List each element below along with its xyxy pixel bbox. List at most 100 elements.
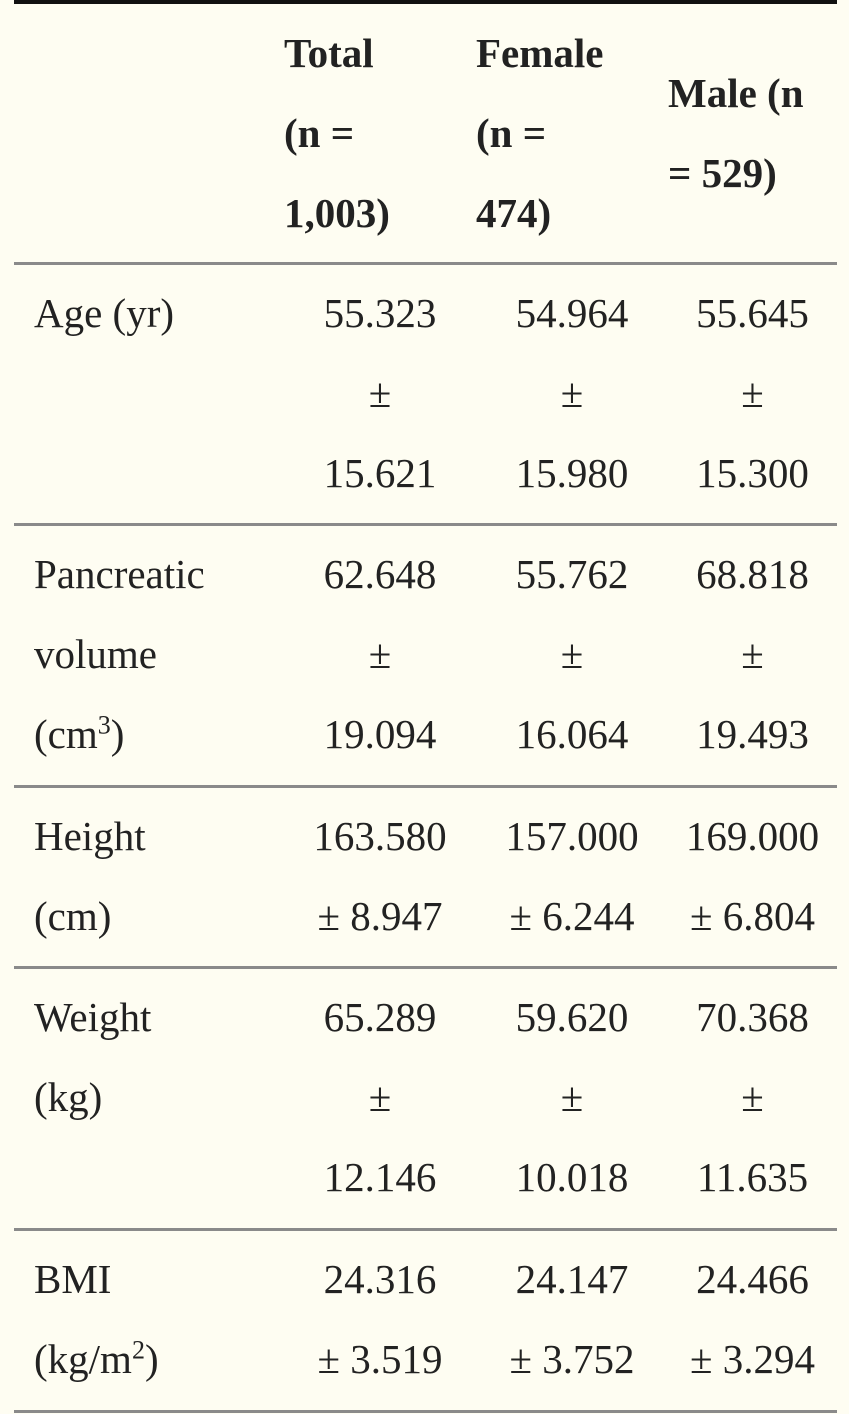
- header-female-line: 474): [476, 190, 552, 236]
- row-label-text: (cm: [34, 711, 98, 757]
- cell-line: 24.147: [515, 1256, 629, 1302]
- row-label-line: Height: [34, 813, 146, 859]
- cell-line: 169.000: [685, 813, 820, 859]
- cell-line: ± 3.294: [689, 1336, 815, 1382]
- row-label-line: Age (yr): [34, 290, 175, 336]
- cell-line: ±: [741, 370, 764, 416]
- cell-line: 19.094: [323, 711, 437, 757]
- cell-line: ±: [560, 1074, 584, 1120]
- table-row-weight: Weight (kg) 65.289 ± 12.146 59.620 ± 10.…: [14, 969, 837, 1228]
- header-total-line: Total: [284, 30, 374, 76]
- cell-line: 24.316: [323, 1256, 437, 1302]
- row-label: BMI (kg/m2): [14, 1231, 284, 1410]
- row-label-text: (kg/m: [34, 1336, 132, 1382]
- cell-line: 157.000: [505, 813, 639, 859]
- row-label-line: volume: [34, 631, 157, 677]
- table-rule: [14, 785, 837, 788]
- cell-line: 11.635: [696, 1154, 809, 1200]
- cell-male: 68.818 ± 19.493: [668, 526, 837, 785]
- cell-line: ± 6.804: [689, 893, 815, 939]
- header-total: Total (n = 1,003): [284, 4, 476, 262]
- cell-female: 59.620 ± 10.018: [476, 969, 668, 1228]
- table-top-rule: [14, 0, 837, 4]
- cell-line: ±: [560, 631, 584, 677]
- cell-line: 70.368: [696, 994, 809, 1040]
- cell-male: 55.645 ± 15.300: [668, 265, 837, 523]
- cell-line: ± 8.947: [317, 893, 443, 939]
- row-label-line: (kg): [34, 1074, 103, 1120]
- cell-line: ±: [368, 631, 392, 677]
- cell-line: ±: [368, 370, 392, 416]
- row-label-tail: ): [144, 1336, 159, 1382]
- header-empty-cell: [14, 4, 284, 262]
- cell-line: 62.648: [323, 551, 437, 597]
- cell-female: 24.147 ± 3.752: [476, 1231, 668, 1410]
- cell-line: 65.289: [323, 994, 437, 1040]
- cell-line: 59.620: [515, 994, 629, 1040]
- header-male-line: Male (n: [668, 70, 804, 116]
- cell-line: 54.964: [515, 290, 629, 336]
- row-label: Age (yr): [14, 265, 284, 523]
- cell-line: 163.580: [313, 813, 447, 859]
- cell-line: 19.493: [696, 711, 809, 757]
- table-rule: [14, 1410, 837, 1413]
- header-female-line: (n =: [476, 110, 547, 156]
- cell-total: 163.580 ± 8.947: [284, 788, 476, 966]
- header-female: Female (n = 474): [476, 4, 668, 262]
- row-label: Height (cm): [14, 788, 284, 966]
- row-label-line: (kg/m2): [34, 1319, 284, 1399]
- table-row-age: Age (yr) 55.323 ± 15.621 54.964 ± 15.980…: [14, 265, 837, 523]
- table-rule: [14, 523, 837, 526]
- row-label-superscript: 3: [97, 710, 111, 740]
- table-rule: [14, 966, 837, 969]
- data-table: Total (n = 1,003) Female (n = 474) Male …: [14, 0, 837, 1413]
- cell-line: 15.980: [515, 450, 629, 496]
- header-total-line: (n =: [284, 110, 355, 156]
- header-male: Male (n = 529): [668, 4, 837, 262]
- row-label-line: (cm): [34, 893, 112, 939]
- row-label-line: BMI: [34, 1256, 112, 1302]
- header-male-line: = 529): [668, 150, 777, 196]
- cell-total: 55.323 ± 15.621: [284, 265, 476, 523]
- table-row-pancreatic-volume: Pancreatic volume (cm3) 62.648 ± 19.094 …: [14, 526, 837, 785]
- cell-total: 65.289 ± 12.146: [284, 969, 476, 1228]
- table-rule: [14, 1228, 837, 1231]
- cell-line: 15.621: [323, 450, 437, 496]
- cell-line: ±: [741, 1074, 764, 1120]
- cell-line: 55.645: [696, 290, 809, 336]
- cell-female: 157.000 ± 6.244: [476, 788, 668, 966]
- cell-line: ± 3.752: [509, 1336, 635, 1382]
- cell-total: 24.316 ± 3.519: [284, 1231, 476, 1410]
- row-label-superscript: 2: [131, 1335, 145, 1365]
- cell-line: 24.466: [696, 1256, 809, 1302]
- table-row-height: Height (cm) 163.580 ± 8.947 157.000 ± 6.…: [14, 788, 837, 966]
- cell-line: 55.323: [323, 290, 437, 336]
- row-label-line: (cm3): [34, 694, 284, 774]
- cell-line: 10.018: [515, 1154, 629, 1200]
- row-label: Weight (kg): [14, 969, 284, 1228]
- cell-male: 70.368 ± 11.635: [668, 969, 837, 1228]
- table-header-row: Total (n = 1,003) Female (n = 474) Male …: [14, 4, 837, 262]
- cell-line: 12.146: [323, 1154, 437, 1200]
- cell-line: ±: [368, 1074, 392, 1120]
- table-row-bmi: BMI (kg/m2) 24.316 ± 3.519 24.147 ± 3.75…: [14, 1231, 837, 1410]
- header-total-line: 1,003): [284, 190, 390, 236]
- row-label-tail: ): [110, 711, 125, 757]
- row-label-line: Weight: [34, 994, 152, 1040]
- cell-line: 55.762: [515, 551, 629, 597]
- row-label: Pancreatic volume (cm3): [14, 526, 284, 785]
- header-female-line: Female: [476, 30, 604, 76]
- cell-line: 16.064: [515, 711, 629, 757]
- cell-total: 62.648 ± 19.094: [284, 526, 476, 785]
- cell-male: 24.466 ± 3.294: [668, 1231, 837, 1410]
- table-rule: [14, 262, 837, 265]
- cell-line: ± 3.519: [317, 1336, 443, 1382]
- cell-male: 169.000 ± 6.804: [668, 788, 837, 966]
- cell-line: ±: [560, 370, 584, 416]
- cell-line: ±: [741, 631, 764, 677]
- cell-line: 68.818: [696, 551, 809, 597]
- cell-female: 54.964 ± 15.980: [476, 265, 668, 523]
- cell-female: 55.762 ± 16.064: [476, 526, 668, 785]
- cell-line: 15.300: [696, 450, 809, 496]
- row-label-line: Pancreatic: [34, 551, 205, 597]
